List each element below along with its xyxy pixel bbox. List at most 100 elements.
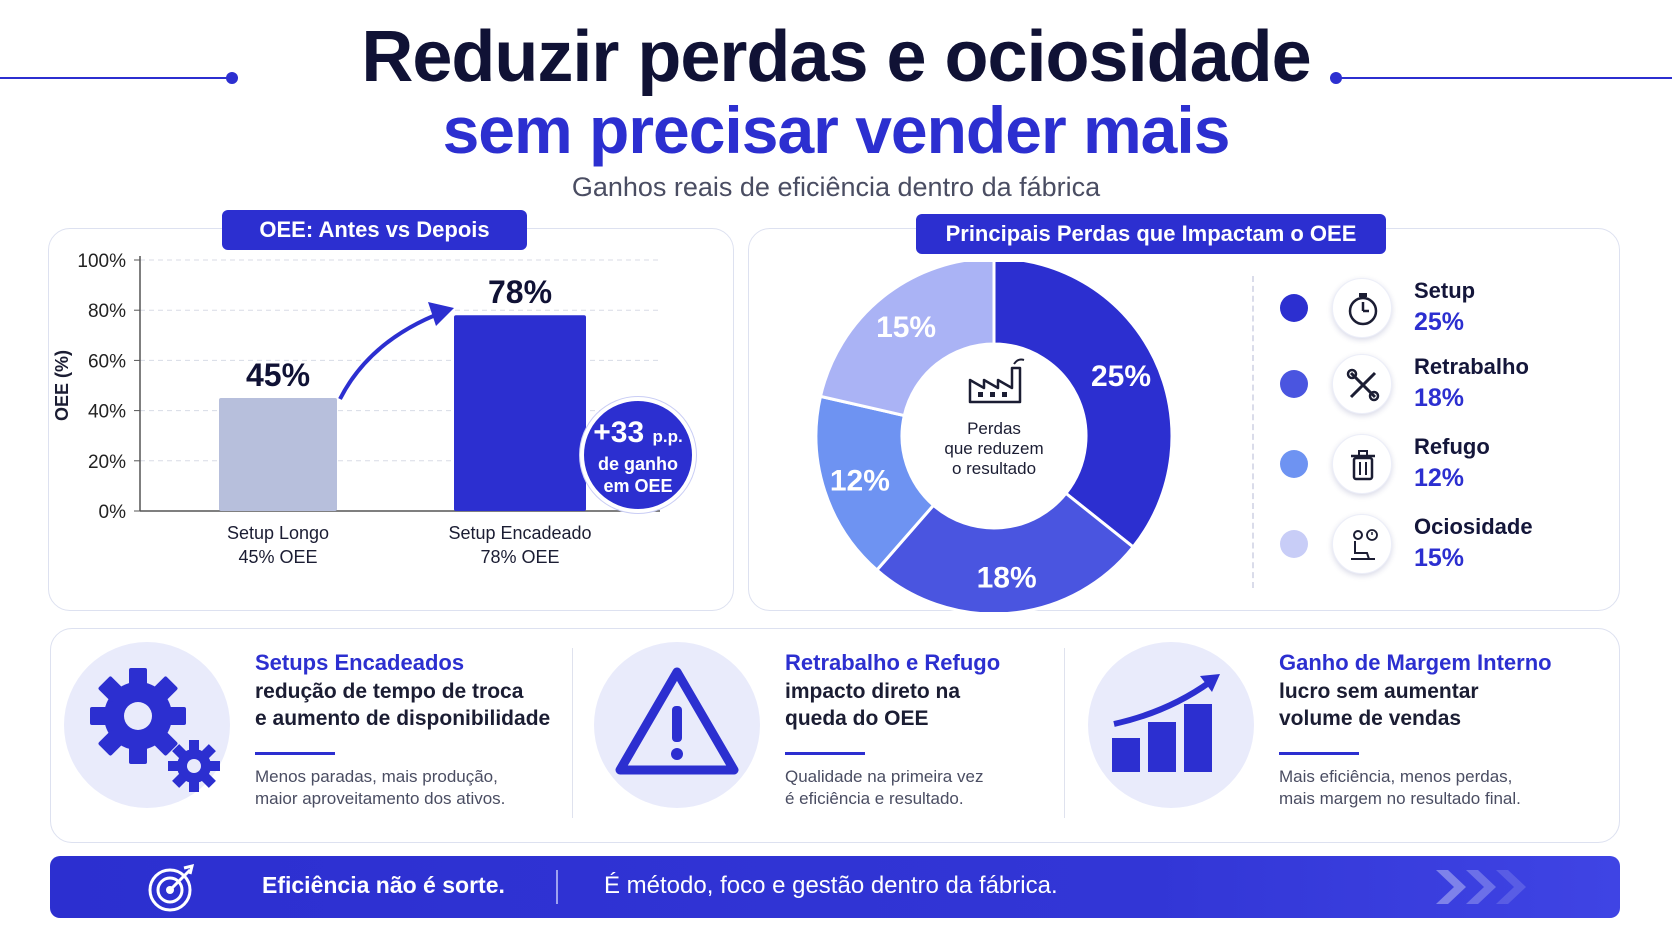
footer-separator (556, 870, 558, 904)
x-category-label: Setup Longo (227, 523, 329, 543)
card-quality-body-line2: queda do OEE (785, 707, 929, 730)
header-right-dot (1330, 72, 1342, 84)
legend-item-retrabalho: Retrabalho 18% (1280, 352, 1580, 416)
card-margin-rule (1279, 752, 1359, 755)
card-margin-body-line2: volume de vendas (1279, 707, 1462, 730)
page-title: Reduzir perdas e ociosidade (361, 17, 1311, 97)
growth-chart-icon (1112, 674, 1220, 772)
card-setups-note: Menos paradas, mais produção, maior apro… (255, 766, 505, 810)
y-tick-label: 60% (88, 351, 126, 372)
legend-name-retrabalho: Retrabalho (1414, 354, 1529, 379)
oee-gain-badge: +33 p.p. de ganho em OEE (580, 397, 696, 513)
card-setups-body-line1: redução de tempo de troca (255, 680, 524, 703)
factory-icon (968, 358, 1025, 404)
bar-setup-longo (219, 398, 337, 511)
card-margin-body-line1: lucro sem aumentar (1279, 680, 1479, 703)
page-subtitle: Ganhos reais de eficiência dentro da fáb… (571, 172, 1101, 202)
losses-panel-tag: Principais Perdas que Impactam o OEE (916, 214, 1386, 254)
card-margin: Ganho de Margem Interno lucro sem aument… (1076, 630, 1576, 830)
bar-value-label: 78% (488, 274, 552, 310)
donut-slice-label: 25% (1091, 360, 1151, 393)
header-left-dot (226, 72, 238, 84)
bar-value-label: 45% (246, 357, 310, 393)
legend-dot-setup (1280, 294, 1308, 322)
card-margin-note-line1: Mais eficiência, menos perdas, (1279, 767, 1513, 786)
card-setups-body: redução de tempo de troca e aumento de d… (255, 678, 550, 732)
card-quality: Retrabalho e Refugo impacto direto na qu… (582, 630, 1082, 830)
idle-person-icon (1332, 514, 1392, 574)
donut-slice-label: 12% (830, 465, 890, 498)
tools-icon (1332, 354, 1392, 414)
oee-bar-chart: 0% 20% 40% 60% 80% 100% OEE (%) 45% Setup Longo 4… (52, 251, 660, 567)
y-tick-label: 100% (77, 251, 126, 272)
insights-panel (50, 628, 1620, 843)
card-quality-title: Retrabalho e Refugo (785, 650, 1001, 675)
gain-line3: em OEE (603, 476, 673, 496)
card-setups: Setups Encadeados redução de tempo de tr… (52, 630, 552, 830)
header-left-line (0, 77, 228, 79)
card-margin-note-line2: mais margem no resultado final. (1279, 789, 1521, 808)
card-divider-1 (572, 648, 573, 818)
legend-dot-refugo (1280, 450, 1308, 478)
card-setups-circle (64, 642, 230, 808)
chevrons-icon (1436, 870, 1526, 904)
legend-pct-retrabalho: 18% (1414, 384, 1465, 412)
y-tick-label: 40% (88, 402, 126, 423)
gain-line2: de ganho (598, 454, 678, 474)
card-quality-note: Qualidade na primeira vez é eficiência e… (785, 766, 983, 810)
target-icon (148, 863, 195, 912)
card-quality-note-line2: é eficiência e resultado. (785, 789, 964, 808)
legend-pct-refugo: 12% (1414, 464, 1465, 492)
x-category-sublabel: 45% OEE (238, 547, 317, 567)
card-quality-body-line1: impacto direto na (785, 680, 961, 703)
card-setups-note-line2: maior aproveitamento dos ativos. (255, 789, 506, 808)
legend-dot-retrabalho (1280, 370, 1308, 398)
card-margin-title: Ganho de Margem Interno (1279, 650, 1552, 675)
donut-center-text: Perdas (967, 419, 1021, 438)
legend-item-setup: Setup 25% (1280, 276, 1580, 340)
card-setups-body-line2: e aumento de disponibilidade (255, 707, 551, 730)
x-category-sublabel: 78% OEE (480, 547, 559, 567)
donut-slice-setup (992, 262, 1174, 550)
donut-slice-label: 18% (977, 561, 1037, 594)
card-quality-rule (785, 752, 865, 755)
y-axis-label: OEE (%) (52, 350, 72, 421)
legend-pct-ociosidade: 15% (1414, 544, 1465, 572)
card-divider-2 (1064, 648, 1065, 818)
donut-center-text: que reduzem (944, 439, 1043, 458)
oee-panel-tag: OEE: Antes vs Depois (222, 210, 527, 250)
card-quality-body: impacto direto na queda do OEE (785, 678, 960, 732)
legend-pct-setup: 25% (1414, 308, 1465, 336)
warning-icon (615, 667, 739, 775)
page-title-accent: sem precisar vender mais (442, 93, 1231, 167)
donut-center (904, 346, 1084, 526)
legend-item-refugo: Refugo 12% (1280, 432, 1580, 496)
legend-name-setup: Setup (1414, 278, 1476, 303)
legend-separator (1252, 276, 1254, 588)
donut-slice-refugo (814, 394, 936, 573)
bar-setup-encadeado (454, 315, 586, 511)
card-setups-title: Setups Encadeados (255, 650, 465, 675)
donut-slice-label: 15% (876, 311, 936, 344)
y-tick-label: 80% (88, 301, 126, 322)
legend-name-ociosidade: Ociosidade (1414, 514, 1533, 539)
footer-banner: Eficiência não é sorte. É método, foco e… (50, 856, 1620, 918)
footer-tagline: É método, foco e gestão dentro da fábric… (604, 872, 1058, 899)
donut-slice-ociosidade (818, 262, 996, 418)
card-margin-circle (1088, 642, 1254, 808)
card-quality-note-line1: Qualidade na primeira vez (785, 767, 984, 786)
gain-value: +33 (593, 416, 645, 449)
card-setups-rule (255, 752, 335, 755)
card-quality-circle (594, 642, 760, 808)
growth-arrowhead (428, 302, 454, 326)
gears-icon (90, 668, 220, 792)
footer-statement: Eficiência não é sorte. (262, 872, 505, 898)
legend-item-ociosidade: Ociosidade 15% (1280, 512, 1580, 576)
stopwatch-icon (1332, 278, 1392, 338)
legend-dot-ociosidade (1280, 530, 1308, 558)
y-tick-label: 0% (99, 502, 127, 523)
card-setups-note-line1: Menos paradas, mais produção, (255, 767, 498, 786)
y-tick-label: 20% (88, 452, 126, 473)
donut-center-text: o resultado (952, 459, 1036, 478)
